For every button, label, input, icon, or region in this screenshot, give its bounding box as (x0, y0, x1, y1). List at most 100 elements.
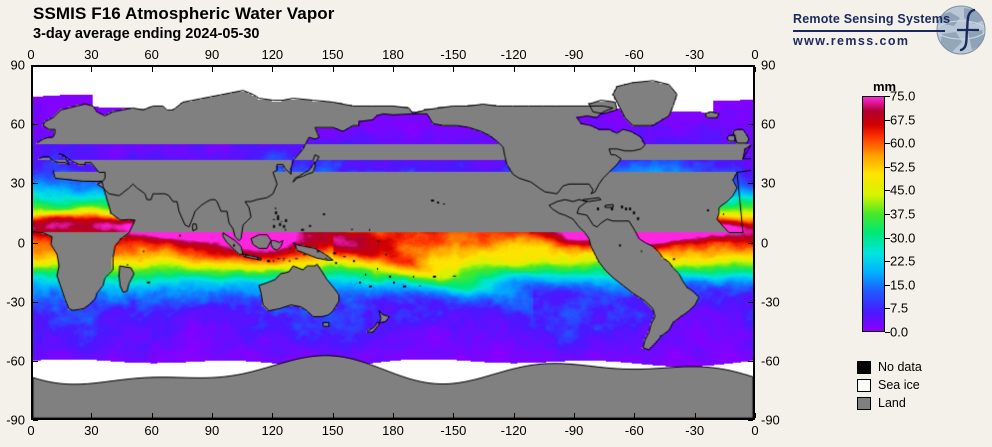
colorbar-tick-label: 37.5 (890, 207, 915, 222)
colorbar-tick-label: 7.5 (890, 301, 908, 316)
x-tick (333, 413, 334, 418)
colorbar (862, 96, 885, 332)
x-tick (634, 67, 635, 72)
x-tick (91, 413, 92, 418)
x-tick (272, 413, 273, 418)
x-tick-label: 60 (144, 423, 158, 438)
x-tick-label: 90 (205, 423, 219, 438)
map-legend: No data Sea ice Land (857, 358, 922, 412)
x-tick-label: -150 (440, 423, 466, 438)
page-title: SSMIS F16 Atmospheric Water Vapor (33, 4, 335, 24)
x-tick-label: 0 (751, 423, 758, 438)
x-tick-label: -30 (685, 47, 704, 62)
y-tick-label: -30 (761, 294, 780, 309)
colorbar-tick-label: 60.0 (890, 136, 915, 151)
y-tick (748, 243, 753, 244)
x-tick (31, 413, 32, 418)
y-tick-label: -30 (6, 294, 25, 309)
x-tick-label: 120 (261, 47, 283, 62)
y-tick (33, 183, 38, 184)
x-tick (514, 67, 515, 72)
legend-swatch (857, 397, 871, 410)
colorbar-tick-label: 52.5 (890, 159, 915, 174)
x-tick-label: -120 (501, 423, 527, 438)
x-tick (755, 413, 756, 418)
colorbar-tick-label: 30.0 (890, 230, 915, 245)
y-tick-label: 0 (761, 235, 768, 250)
logo-organization: Remote Sensing Systems (793, 12, 950, 26)
x-tick (212, 67, 213, 72)
x-tick (453, 67, 454, 72)
page-subtitle: 3-day average ending 2024-05-30 (33, 26, 259, 42)
y-tick-label: 30 (11, 176, 25, 191)
x-tick (574, 413, 575, 418)
colorbar-tick-label: 67.5 (890, 112, 915, 127)
x-tick (634, 413, 635, 418)
y-tick-label: 90 (761, 58, 775, 73)
y-tick-label: 90 (11, 58, 25, 73)
remss-logo: Remote Sensing Systems www.remss.com (793, 8, 992, 58)
x-tick (212, 413, 213, 418)
logo-divider (793, 30, 945, 32)
legend-swatch (857, 379, 871, 392)
colorbar-tick-label: 45.0 (890, 183, 915, 198)
x-tick-label: 150 (322, 47, 344, 62)
x-tick (91, 67, 92, 72)
y-tick (33, 361, 38, 362)
x-tick-label: -90 (565, 423, 584, 438)
y-tick-label: 0 (18, 235, 25, 250)
y-tick (748, 124, 753, 125)
x-tick (393, 67, 394, 72)
x-tick-label: 30 (84, 423, 98, 438)
x-tick-label: 120 (261, 423, 283, 438)
y-tick (748, 65, 753, 66)
y-tick-label: 30 (761, 176, 775, 191)
water-vapor-heatmap (33, 67, 753, 418)
y-tick (33, 302, 38, 303)
x-tick-label: 0 (27, 423, 34, 438)
x-tick-label: 90 (205, 47, 219, 62)
x-tick-label: -120 (501, 47, 527, 62)
x-tick-label: -60 (625, 423, 644, 438)
y-tick-label: -60 (761, 353, 780, 368)
x-tick (695, 413, 696, 418)
legend-label: Sea ice (878, 378, 920, 392)
legend-swatch (857, 361, 871, 374)
x-tick-label: 0 (751, 47, 758, 62)
x-tick (574, 67, 575, 72)
colorbar-tick-label: 75.0 (890, 89, 915, 104)
x-tick (333, 67, 334, 72)
x-tick-label: 30 (84, 47, 98, 62)
logo-website[interactable]: www.remss.com (793, 34, 909, 48)
world-map-plot[interactable] (31, 65, 755, 420)
x-tick (695, 67, 696, 72)
legend-item: No data (857, 358, 922, 376)
y-tick (748, 420, 753, 421)
x-tick-label: 180 (382, 423, 404, 438)
y-tick-label: 60 (761, 117, 775, 132)
legend-item: Land (857, 394, 922, 412)
x-tick (393, 413, 394, 418)
y-tick-label: -90 (761, 413, 780, 428)
x-tick-label: -30 (685, 423, 704, 438)
y-tick-label: -90 (6, 413, 25, 428)
x-tick (272, 67, 273, 72)
x-tick-label: -90 (565, 47, 584, 62)
legend-label: Land (878, 396, 906, 410)
x-tick (514, 413, 515, 418)
x-tick-label: 150 (322, 423, 344, 438)
x-tick-label: -60 (625, 47, 644, 62)
x-tick-label: 180 (382, 47, 404, 62)
x-tick (755, 67, 756, 72)
y-tick (748, 361, 753, 362)
colorbar-tick-label: 0.0 (890, 325, 908, 340)
y-tick-label: 60 (11, 117, 25, 132)
x-tick (152, 67, 153, 72)
colorbar-tick-label: 22.5 (890, 254, 915, 269)
y-tick (33, 65, 38, 66)
x-tick (453, 413, 454, 418)
legend-label: No data (878, 360, 922, 374)
x-tick (31, 67, 32, 72)
colorbar-tick-label: 15.0 (890, 277, 915, 292)
x-tick-label: -150 (440, 47, 466, 62)
